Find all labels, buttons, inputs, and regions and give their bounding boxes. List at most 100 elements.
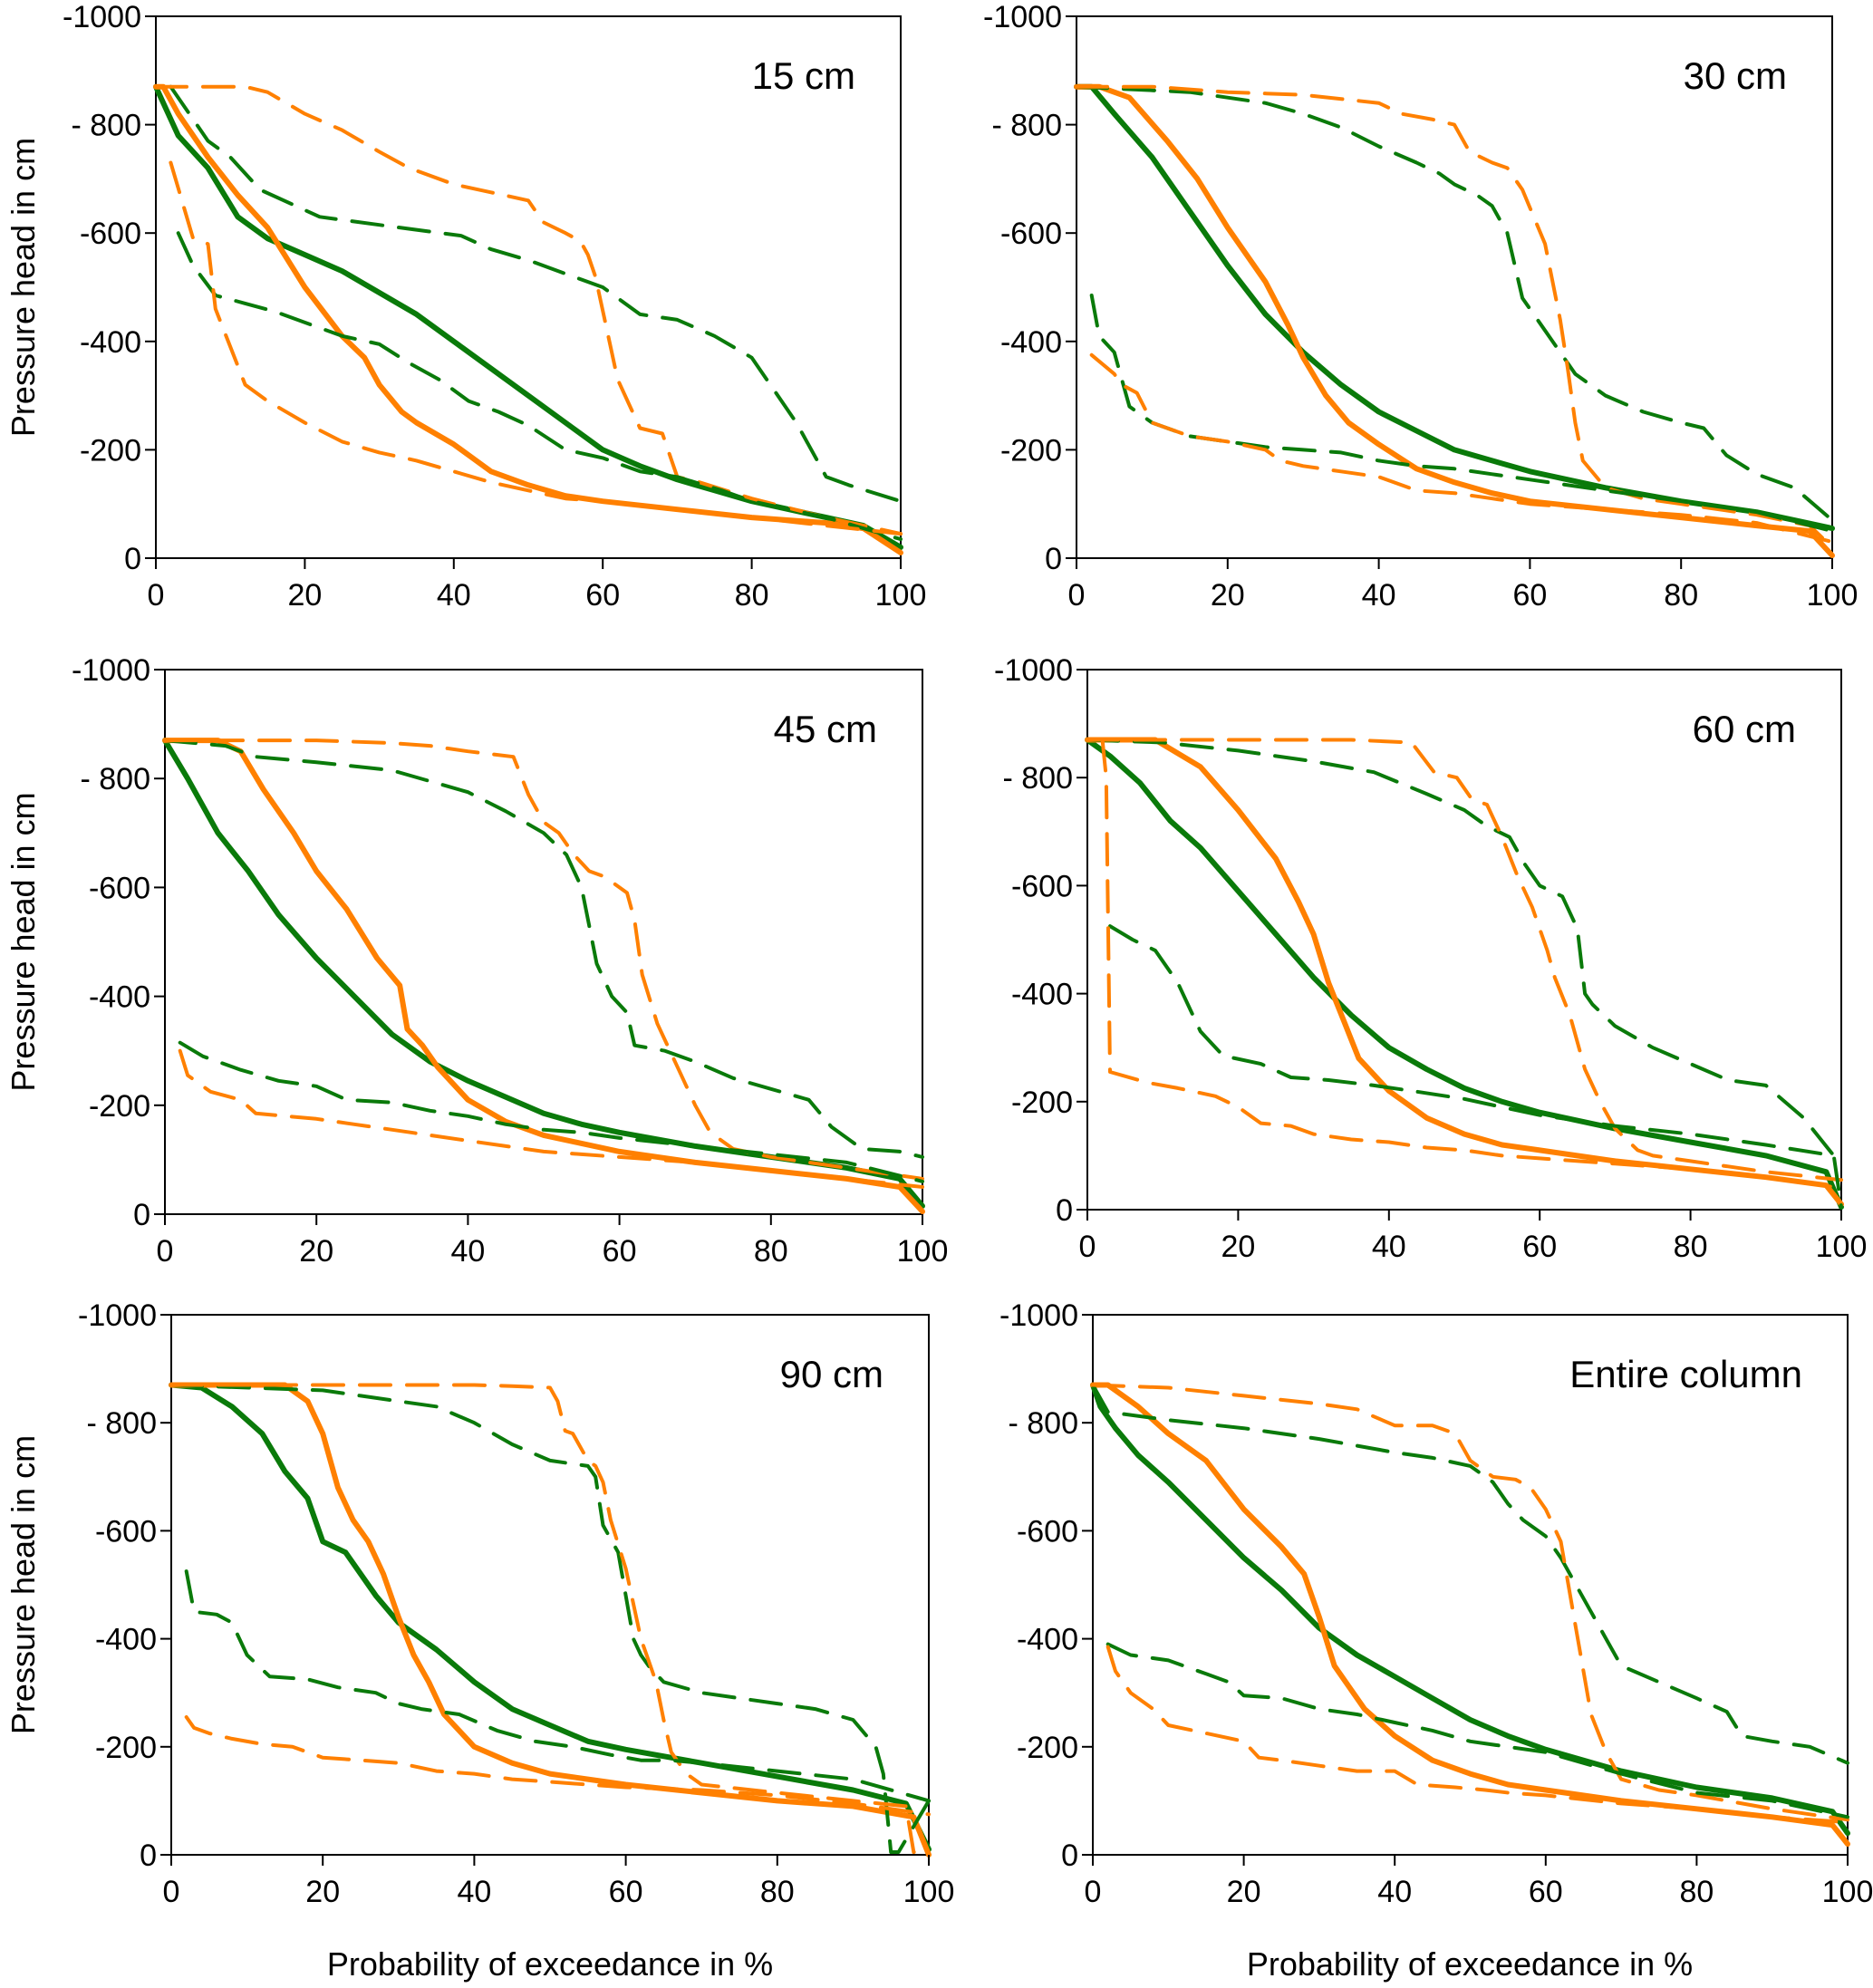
panel-title: 45 cm <box>774 708 877 750</box>
series-line-green-dashed-lower <box>176 231 903 542</box>
y-tick-label: -600 <box>1011 869 1073 903</box>
y-tick-label: -400 <box>80 325 141 360</box>
y-tick-label: - 800 <box>87 1406 158 1441</box>
series-line-orange-solid <box>162 738 925 1214</box>
y-tick-label: - 800 <box>72 109 142 143</box>
series-line-green-dashed-lower <box>178 1040 924 1183</box>
series-line-orange-dashed-upper <box>1091 1383 1849 1822</box>
panel-4: 0 -200 -400 -600 - 800 -1000 0 20 40 60 80 100 60 cm <box>994 653 1867 1264</box>
y-tick-label: -1000 <box>63 0 141 34</box>
y-tick-label: -400 <box>1017 1623 1078 1657</box>
series-line-orange-solid <box>1090 1382 1850 1848</box>
x-tick-label: 60 <box>603 1234 637 1269</box>
series-line-green-dashed-upper <box>169 84 903 504</box>
x-tick-label: 40 <box>437 578 471 613</box>
x-tick-label: 100 <box>897 1234 949 1269</box>
x-tick-label: 40 <box>1377 1875 1412 1909</box>
plot-frame <box>1092 1314 1849 1856</box>
x-tick-label: 100 <box>1822 1875 1873 1909</box>
y-tick-label: -200 <box>1017 1731 1078 1765</box>
series-line-green-dashed-upper <box>1075 84 1834 523</box>
panel-title: 90 cm <box>780 1353 883 1395</box>
panel-title: 15 cm <box>752 54 855 97</box>
y-tick-label: -600 <box>1000 217 1062 251</box>
x-tick-label: 20 <box>299 1234 333 1269</box>
series-line-orange-solid <box>169 1382 932 1858</box>
series-line-green-dashed-lower <box>184 1569 931 1803</box>
x-tick-label: 20 <box>1227 1875 1261 1909</box>
series-line-green-dashed-lower <box>1105 1642 1849 1819</box>
series-line-orange-solid <box>1074 83 1835 558</box>
y-tick-label: -600 <box>95 1514 157 1549</box>
panel-6: 0 -200 -400 -600 - 800 -1000 0 20 40 60 80 100 Entir… <box>999 1298 1873 1909</box>
plot-frame <box>1076 15 1833 559</box>
x-tick-label: 0 <box>148 578 165 613</box>
y-tick-label: -200 <box>80 433 141 468</box>
x-tick-label: 40 <box>457 1875 491 1909</box>
y-tick-label: - 800 <box>1003 761 1074 796</box>
series-line-green-dashed-upper <box>163 738 924 1159</box>
x-tick-label: 80 <box>754 1234 788 1269</box>
x-tick-label: 40 <box>1362 578 1396 613</box>
y-axis-title: Pressure head in cm <box>5 138 42 437</box>
y-axis-title: Pressure head in cm <box>5 792 42 1091</box>
y-tick-label: 0 <box>133 1198 150 1232</box>
y-tick-label: -1000 <box>78 1298 157 1333</box>
y-tick-label: -200 <box>95 1731 157 1765</box>
series-line-orange-dashed-lower <box>1089 352 1834 545</box>
x-axis-title-left: Probability of exceedance in % <box>327 1945 773 1983</box>
panel-3: 0 -200 -400 -600 - 800 -1000 0 20 40 60 80 100 45 cm… <box>5 653 948 1269</box>
series-line-orange-dashed-upper <box>163 738 924 1181</box>
x-tick-label: 0 <box>1068 578 1086 613</box>
x-tick-label: 0 <box>1079 1230 1096 1264</box>
plot-frame <box>170 1314 930 1856</box>
panel-1: 0 -200 -400 -600 - 800 -1000 0 20 40 60 80 100 15 cm… <box>5 0 926 613</box>
series-line-green-solid <box>169 1382 932 1852</box>
x-tick-label: 60 <box>1522 1230 1557 1264</box>
x-tick-label: 60 <box>585 578 620 613</box>
series-line-orange-dashed-upper <box>169 1383 931 1854</box>
x-tick-label: 60 <box>1529 1875 1563 1909</box>
series-line-green-dashed-upper <box>1086 738 1843 1169</box>
x-axis-title-right: Probability of exceedance in % <box>1247 1945 1693 1983</box>
y-tick-label: -400 <box>95 1623 157 1657</box>
x-tick-label: 20 <box>305 1875 340 1909</box>
y-tick-label: -200 <box>89 1089 150 1124</box>
panel-title: 30 cm <box>1684 54 1787 97</box>
y-tick-label: -1000 <box>994 653 1073 688</box>
x-tick-label: 0 <box>1085 1875 1102 1909</box>
x-tick-label: 0 <box>157 1234 174 1269</box>
x-tick-label: 20 <box>1221 1230 1255 1264</box>
y-tick-label: -600 <box>1017 1514 1078 1549</box>
y-tick-label: -400 <box>1000 325 1062 360</box>
x-tick-label: 60 <box>1512 578 1547 613</box>
y-tick-label: 0 <box>1061 1838 1078 1873</box>
plot-frame <box>155 15 902 559</box>
x-tick-label: 80 <box>1679 1875 1714 1909</box>
panel-title: 60 cm <box>1693 708 1796 750</box>
series-line-green-solid <box>153 83 903 550</box>
y-tick-label: -1000 <box>983 0 1062 34</box>
series-line-green-solid <box>1074 83 1835 532</box>
x-tick-label: 20 <box>287 578 322 613</box>
series-line-green-solid <box>1085 737 1844 1210</box>
x-tick-label: 80 <box>1664 578 1698 613</box>
series-line-green-solid <box>1090 1382 1850 1837</box>
y-tick-label: -600 <box>89 871 150 905</box>
series-line-orange-dashed-lower <box>1105 1645 1849 1825</box>
series-line-orange-dashed-upper <box>1086 738 1843 1182</box>
series-line-orange-dashed-lower <box>178 1048 924 1189</box>
y-tick-label: -400 <box>1011 978 1073 1012</box>
x-tick-label: 100 <box>903 1875 955 1909</box>
y-tick-label: -200 <box>1011 1086 1073 1120</box>
panel-2: 0 -200 -400 -600 - 800 -1000 0 20 40 60 80 100 30 cm <box>983 0 1858 613</box>
x-tick-label: 100 <box>1807 578 1859 613</box>
plot-frame <box>164 669 923 1215</box>
x-tick-label: 80 <box>1674 1230 1708 1264</box>
series-line-orange-dashed-lower <box>1100 738 1843 1191</box>
y-tick-label: 0 <box>124 542 141 576</box>
x-tick-label: 40 <box>450 1234 485 1269</box>
y-tick-label: - 800 <box>81 762 151 796</box>
